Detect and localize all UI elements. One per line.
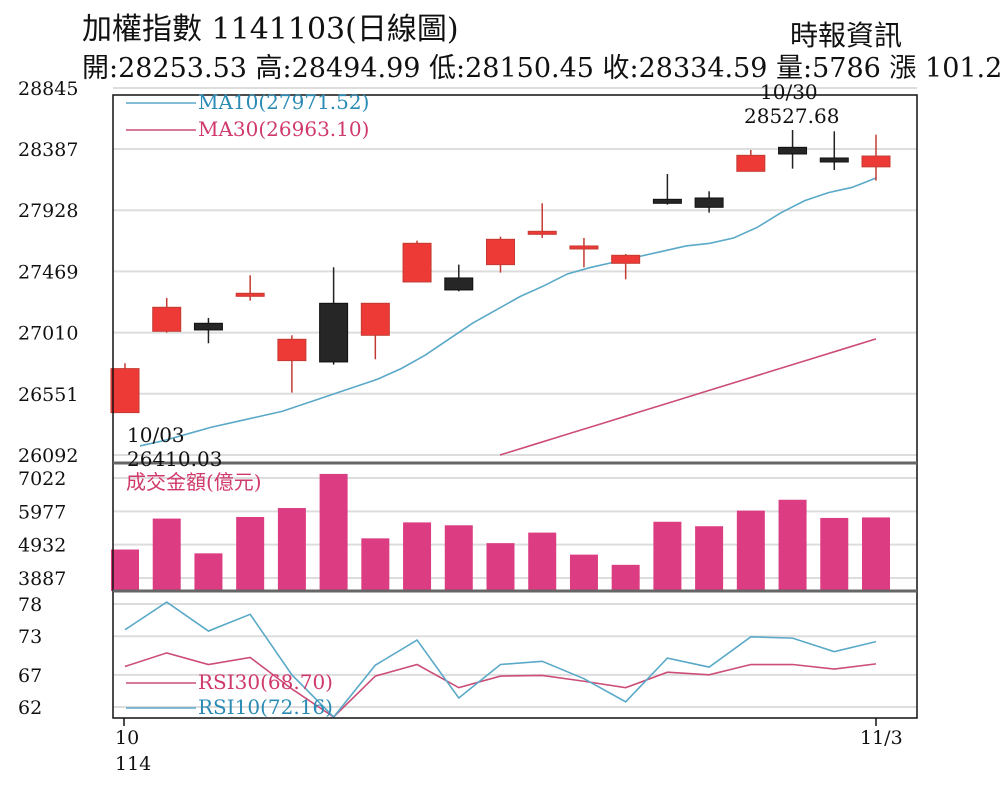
labels: MA10(27971.52) MA30(26963.10) 10/03 2641… bbox=[115, 80, 903, 775]
chart-frame bbox=[112, 94, 918, 719]
volume-panel: 3887 4932 5977 7022 bbox=[18, 468, 890, 591]
legend-ma10-label: MA10(27971.52) bbox=[198, 90, 369, 114]
volume-bar bbox=[152, 518, 181, 591]
price-tick-label: 28845 bbox=[18, 78, 78, 100]
legend-ma30-label: MA30(26963.10) bbox=[198, 117, 369, 141]
candle-body bbox=[277, 338, 307, 362]
annotation-high-value: 28527.68 bbox=[744, 104, 839, 128]
price-tick-label: 27928 bbox=[18, 200, 78, 222]
rsi-tick-label: 67 bbox=[18, 665, 42, 687]
x-label-year: 114 bbox=[115, 753, 151, 775]
ma30-line bbox=[499, 338, 877, 456]
volume-bar bbox=[736, 510, 765, 591]
price-panel: 26092 26551 27010 27469 27928 28387 28845 bbox=[18, 78, 891, 467]
rsi30-line bbox=[124, 652, 877, 719]
rsi-tick-label: 73 bbox=[18, 626, 42, 648]
price-tick-label: 26092 bbox=[18, 445, 78, 467]
candle-body bbox=[819, 157, 849, 163]
x-label-start: 10 bbox=[115, 727, 139, 749]
legend-rsi30-label: RSI30(68.70) bbox=[198, 670, 333, 694]
price-tick-label: 26551 bbox=[18, 384, 78, 406]
annotation-low-value: 26410.03 bbox=[127, 447, 222, 471]
volume-bar bbox=[611, 564, 640, 591]
ma10-line bbox=[139, 177, 877, 447]
candle-body bbox=[569, 245, 599, 250]
volume-tick-label: 4932 bbox=[18, 535, 66, 557]
candle-body bbox=[527, 230, 557, 235]
volume-bar bbox=[862, 517, 890, 591]
chart-title: 加權指數 1141103(日線圖) bbox=[82, 12, 459, 47]
volume-bar bbox=[361, 538, 390, 591]
rsi-tick-label: 78 bbox=[18, 594, 42, 616]
volume-bar bbox=[236, 516, 265, 591]
volume-title: 成交金額(億元) bbox=[126, 470, 262, 494]
volume-bar bbox=[403, 522, 432, 591]
candle-body bbox=[193, 322, 223, 331]
rsi-panel: 62 67 73 78 bbox=[18, 594, 877, 719]
volume-bar bbox=[778, 499, 807, 591]
candle-body bbox=[110, 368, 140, 414]
price-tick-label: 27469 bbox=[18, 261, 78, 283]
grid-layer bbox=[113, 87, 917, 708]
volume-bar bbox=[277, 508, 306, 591]
volume-bar bbox=[695, 526, 724, 591]
volume-bar bbox=[653, 521, 682, 591]
volume-bar bbox=[528, 532, 557, 591]
rsi-tick-label: 62 bbox=[18, 697, 42, 719]
annotation-low-date: 10/03 bbox=[127, 423, 185, 447]
candle-body bbox=[652, 198, 682, 204]
price-tick-label: 28387 bbox=[18, 139, 78, 161]
candle-body bbox=[319, 302, 349, 363]
candle-body bbox=[486, 238, 515, 266]
candle-body bbox=[152, 306, 182, 332]
legend-rsi10-label: RSI10(72.16) bbox=[198, 695, 333, 719]
candle-body bbox=[736, 154, 766, 172]
volume-tick-label: 7022 bbox=[18, 468, 66, 490]
volume-bar bbox=[111, 549, 139, 591]
candle-body bbox=[861, 155, 891, 168]
volume-bar bbox=[820, 517, 849, 591]
volume-tick-label: 3887 bbox=[18, 568, 66, 590]
candle-body bbox=[694, 197, 724, 208]
x-label-end: 11/3 bbox=[860, 727, 903, 749]
candle-body bbox=[235, 292, 265, 297]
candle-body bbox=[444, 277, 474, 291]
candle-body bbox=[402, 242, 432, 283]
data-source: 時報資訊 bbox=[790, 19, 903, 52]
volume-tick-label: 5977 bbox=[18, 501, 66, 523]
rsi10-line bbox=[124, 601, 877, 719]
ohlc-summary: 開:28253.53 高:28494.99 低:28150.45 收:28334… bbox=[82, 53, 1000, 84]
candle-body bbox=[778, 146, 808, 155]
volume-bar bbox=[319, 473, 348, 591]
volume-bar bbox=[486, 543, 515, 591]
volume-bar bbox=[444, 525, 473, 591]
annotation-high-date: 10/30 bbox=[760, 80, 818, 104]
panel-frames bbox=[112, 94, 918, 726]
volume-bar bbox=[569, 554, 598, 591]
volume-bar bbox=[194, 553, 223, 591]
price-tick-label: 27010 bbox=[18, 323, 78, 345]
candle-body bbox=[611, 254, 641, 264]
candle-body bbox=[360, 302, 390, 336]
